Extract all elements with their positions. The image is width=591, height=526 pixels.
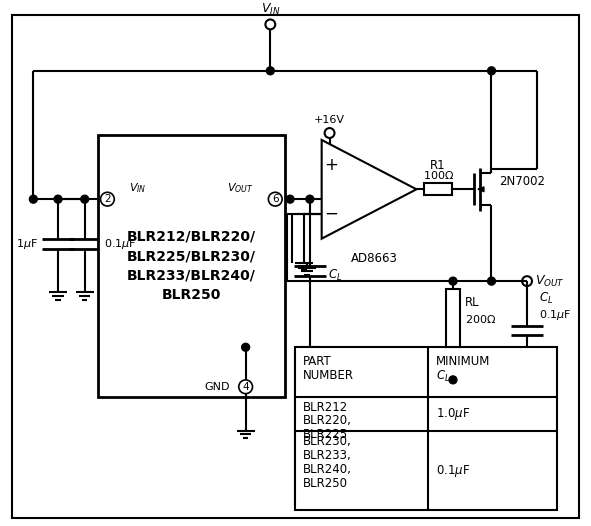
Text: NUMBER: NUMBER	[303, 369, 354, 382]
Text: BLR233,: BLR233,	[303, 449, 352, 462]
Bar	[295, 347, 557, 510]
Text: AD8663: AD8663	[350, 252, 397, 266]
Text: BLR240,: BLR240,	[303, 463, 352, 476]
Text: BLR212: BLR212	[303, 401, 348, 413]
Text: $C_L$: $C_L$	[327, 268, 342, 283]
Text: $V_{IN}$: $V_{IN}$	[129, 181, 147, 195]
Text: $V_{OUT}$: $V_{OUT}$	[535, 274, 565, 289]
Text: +: +	[324, 156, 339, 174]
Text: 100$\Omega$: 100$\Omega$	[423, 169, 454, 181]
Circle shape	[488, 277, 495, 285]
Text: +16V: +16V	[314, 115, 345, 125]
Text: GND: GND	[204, 382, 230, 392]
Circle shape	[81, 195, 89, 203]
Bar	[98, 135, 285, 397]
Circle shape	[449, 277, 457, 285]
Text: 2N7002: 2N7002	[499, 175, 545, 188]
Circle shape	[306, 195, 314, 203]
Bar	[446, 289, 460, 347]
Circle shape	[30, 195, 37, 203]
Bar	[424, 184, 452, 195]
Text: BLR230,: BLR230,	[303, 435, 352, 448]
Text: BLR212/BLR220/
BLR225/BLR230/
BLR233/BLR240/
BLR250: BLR212/BLR220/ BLR225/BLR230/ BLR233/BLR…	[126, 229, 256, 302]
Text: 200$\Omega$: 200$\Omega$	[465, 312, 496, 325]
Text: 0.1$\mu$F: 0.1$\mu$F	[539, 308, 571, 322]
Text: $C_L$: $C_L$	[539, 291, 553, 307]
Circle shape	[488, 67, 495, 75]
Polygon shape	[322, 140, 417, 239]
Text: $V_{OUT}$: $V_{OUT}$	[227, 181, 254, 195]
Text: PART: PART	[303, 355, 332, 368]
Circle shape	[286, 195, 294, 203]
Text: 4: 4	[242, 382, 249, 392]
Text: 1$\mu$F: 1$\mu$F	[17, 237, 38, 250]
Text: $C_L$: $C_L$	[436, 369, 450, 384]
Text: 0.1$\mu$F: 0.1$\mu$F	[105, 237, 137, 250]
Text: 6: 6	[272, 194, 278, 204]
Text: 1.0$\mu$F: 1.0$\mu$F	[436, 406, 470, 422]
Circle shape	[242, 343, 249, 351]
Text: −: −	[324, 205, 339, 223]
Text: RL: RL	[465, 296, 479, 309]
Circle shape	[267, 67, 274, 75]
Text: BLR225: BLR225	[303, 428, 348, 441]
Text: 0.1$\mu$F: 0.1$\mu$F	[436, 463, 470, 479]
Text: R1: R1	[430, 158, 446, 171]
Text: BLR220,: BLR220,	[303, 414, 352, 428]
Text: $V_{IN}$: $V_{IN}$	[261, 3, 280, 17]
Text: MINIMUM: MINIMUM	[436, 355, 491, 368]
Circle shape	[449, 376, 457, 384]
Circle shape	[54, 195, 62, 203]
Text: 2: 2	[104, 194, 111, 204]
Text: BLR250: BLR250	[303, 477, 348, 490]
